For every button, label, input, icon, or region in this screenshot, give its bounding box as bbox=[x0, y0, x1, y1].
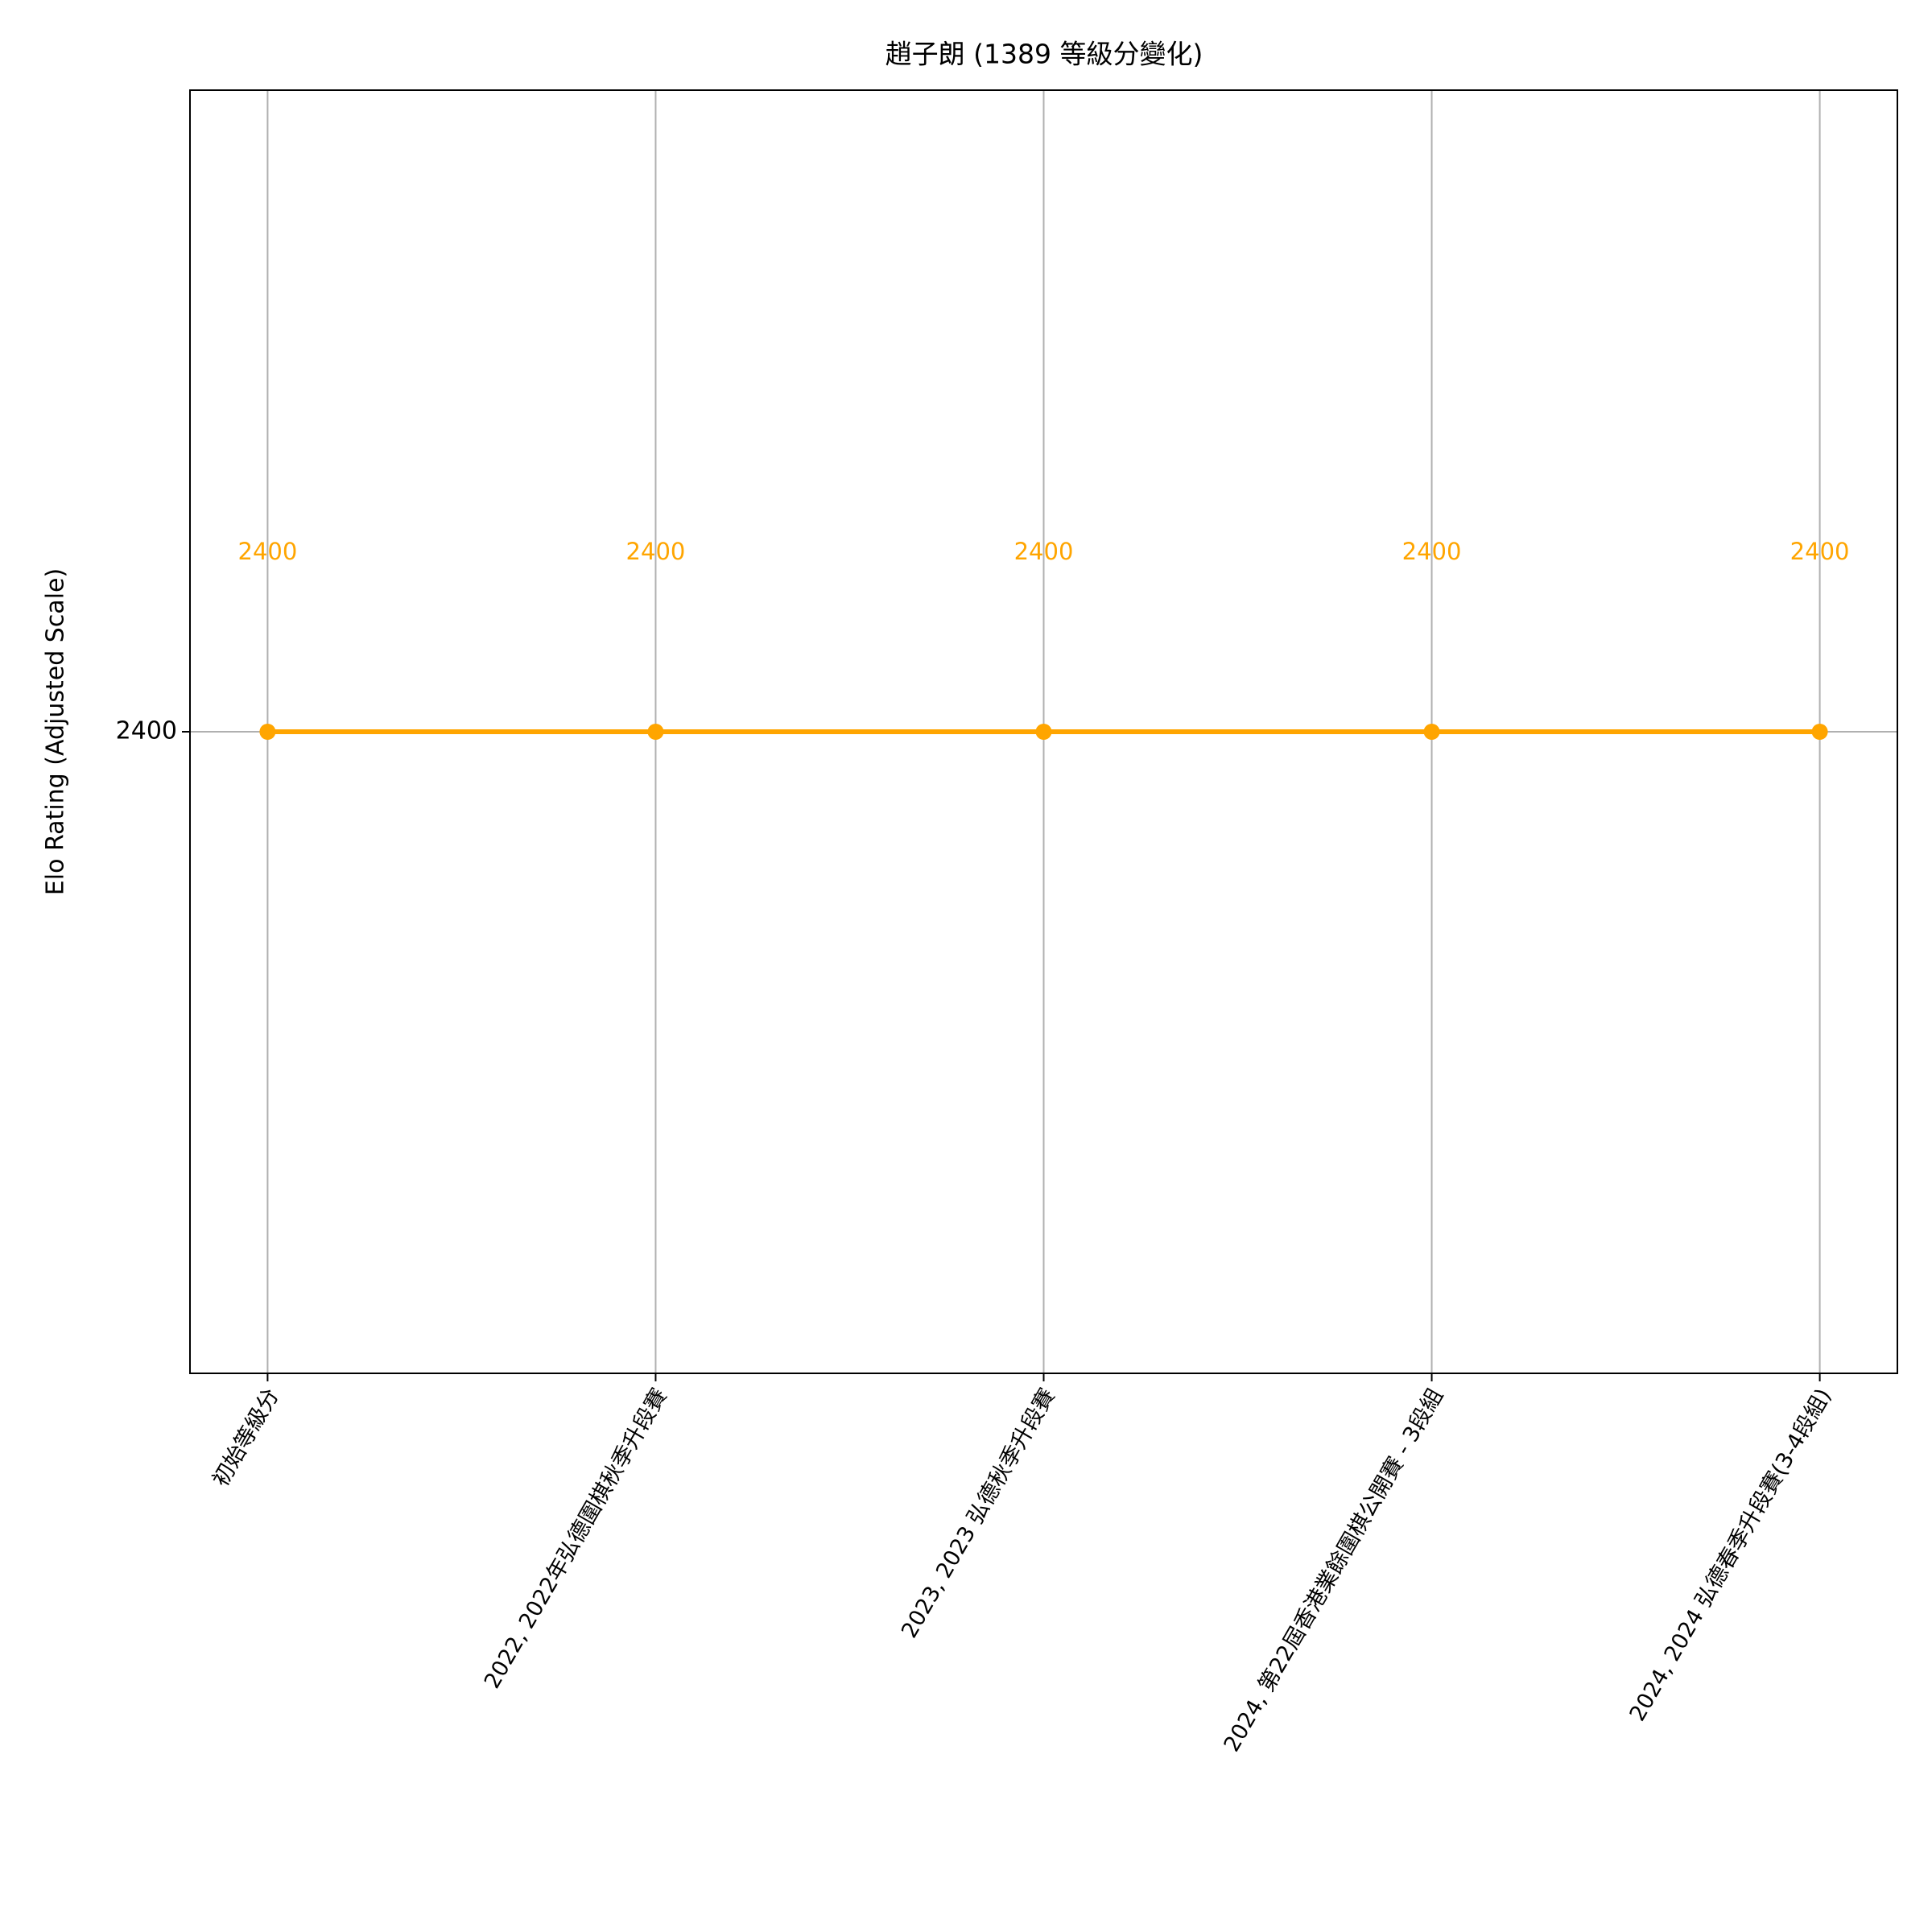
y-axis-label: Elo Rating (Adjusted Scale) bbox=[42, 568, 70, 895]
point bbox=[259, 724, 276, 740]
point bbox=[1811, 724, 1828, 740]
value-label: 2400 bbox=[626, 538, 686, 565]
point bbox=[1423, 724, 1440, 740]
value-label: 2400 bbox=[1014, 538, 1074, 565]
y-tick-label: 2400 bbox=[116, 717, 177, 745]
chart-title: 趙子朗 (1389 等級分變化) bbox=[886, 39, 1203, 70]
point bbox=[647, 724, 664, 740]
value-label: 2400 bbox=[1790, 538, 1850, 565]
value-label: 2400 bbox=[238, 538, 298, 565]
point bbox=[1035, 724, 1052, 740]
plot-frame bbox=[189, 89, 1898, 1374]
value-label: 2400 bbox=[1402, 538, 1462, 565]
